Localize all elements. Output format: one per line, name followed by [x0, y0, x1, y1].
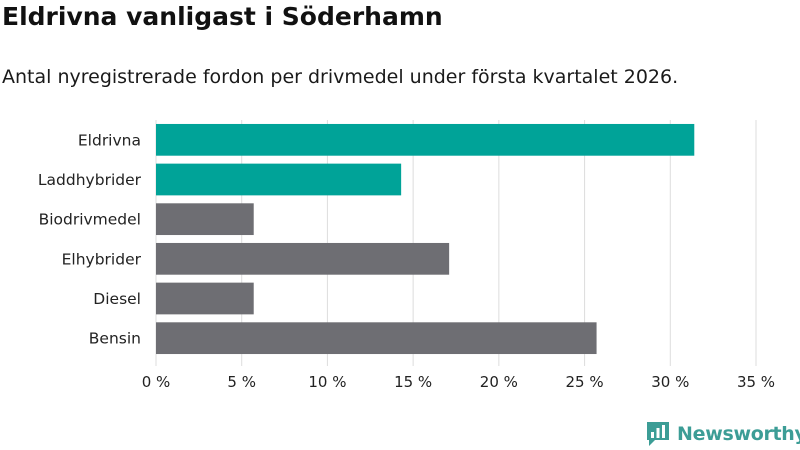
category-label: Elhybrider [62, 250, 142, 268]
chart-subtitle: Antal nyregistrerade fordon per drivmede… [2, 66, 679, 88]
bar [156, 123, 695, 156]
bar [156, 322, 597, 355]
category-label: Bensin [89, 330, 141, 348]
bar-chart-speech-bubble-icon [647, 422, 669, 446]
x-tick-label: 25 % [566, 373, 604, 391]
category-label: Eldrivna [78, 131, 141, 149]
category-labels: Eldrivna Laddhybrider Biodrivmedel Elhybrid… [38, 131, 142, 347]
bars [156, 123, 695, 355]
x-tick-label: 15 % [394, 373, 432, 391]
chart-title: Eldrivna vanligast i Söderhamn [2, 2, 443, 31]
bar [156, 203, 254, 236]
x-tick-label: 5 % [227, 373, 256, 391]
x-tick-label: 10 % [308, 373, 346, 391]
x-tick-label: 30 % [651, 373, 689, 391]
bar [156, 282, 254, 315]
x-tick-label: 0 % [142, 373, 171, 391]
x-tick-label: 35 % [737, 373, 775, 391]
newsworthy-logo: Newsworthy [645, 420, 800, 448]
category-label: Biodrivmedel [39, 211, 141, 229]
bar [156, 163, 402, 196]
category-label: Diesel [93, 290, 141, 308]
bar [156, 242, 450, 275]
logo-text: Newsworthy [677, 423, 800, 445]
x-tick-label: 20 % [480, 373, 518, 391]
x-axis-tick-labels: 0 % 5 % 10 % 15 % 20 % 25 % 30 % 35 % [142, 373, 775, 391]
category-label: Laddhybrider [38, 171, 142, 189]
